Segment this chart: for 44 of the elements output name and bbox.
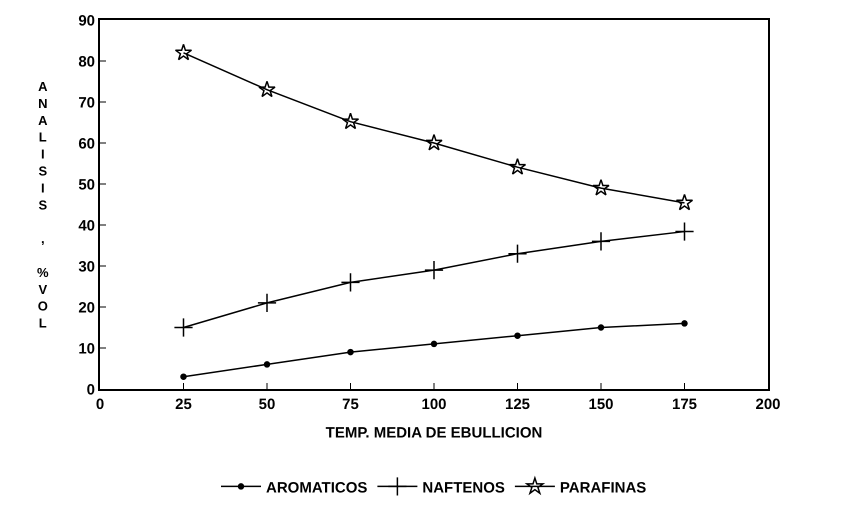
y-tick-label: 60 [78,135,95,152]
y-tick-label: 80 [78,53,95,70]
point [424,260,444,280]
point [347,348,354,356]
point [508,158,526,175]
legend-label: NAFTENOS [422,479,505,496]
y-tick-label: 0 [86,381,95,398]
y-tick-label: 70 [78,94,95,112]
point [681,320,688,327]
point [342,112,360,130]
point [257,293,277,313]
legend-label: PARAFINAS [560,479,646,496]
x-tick-label: 100 [421,396,447,413]
y-tick-label: 30 [78,258,95,276]
legend-label: AROMATICOS [266,479,368,496]
point [508,244,528,264]
point [592,178,610,196]
y-tick-label: 40 [78,217,95,234]
point [180,373,187,380]
point [430,340,438,348]
x-tick-label: 175 [672,396,698,413]
point [591,232,611,252]
point [425,134,443,151]
point [258,80,276,98]
point [674,222,694,242]
point [340,272,360,292]
x-tick-label: 25 [175,396,192,413]
y-tick-label: 90 [78,12,95,30]
x-tick-label: 200 [755,396,781,413]
text: ANALISIS , %VOL [37,79,49,331]
y-tick-label: 50 [78,176,95,194]
x-tick-label: 50 [258,396,276,413]
point [598,324,604,331]
x-axis-title: TEMP. MEDIA DE EBULLICION [326,424,542,442]
y-tick-label: 20 [78,299,95,316]
x-tick-label: 125 [504,396,530,413]
x-tick-label: 75 [342,396,359,413]
point [174,318,194,338]
point [174,44,192,60]
x-tick-label: 150 [588,396,614,413]
point [676,194,694,210]
y-tick-label: 10 [78,340,95,358]
point [514,332,521,339]
point [264,361,270,368]
